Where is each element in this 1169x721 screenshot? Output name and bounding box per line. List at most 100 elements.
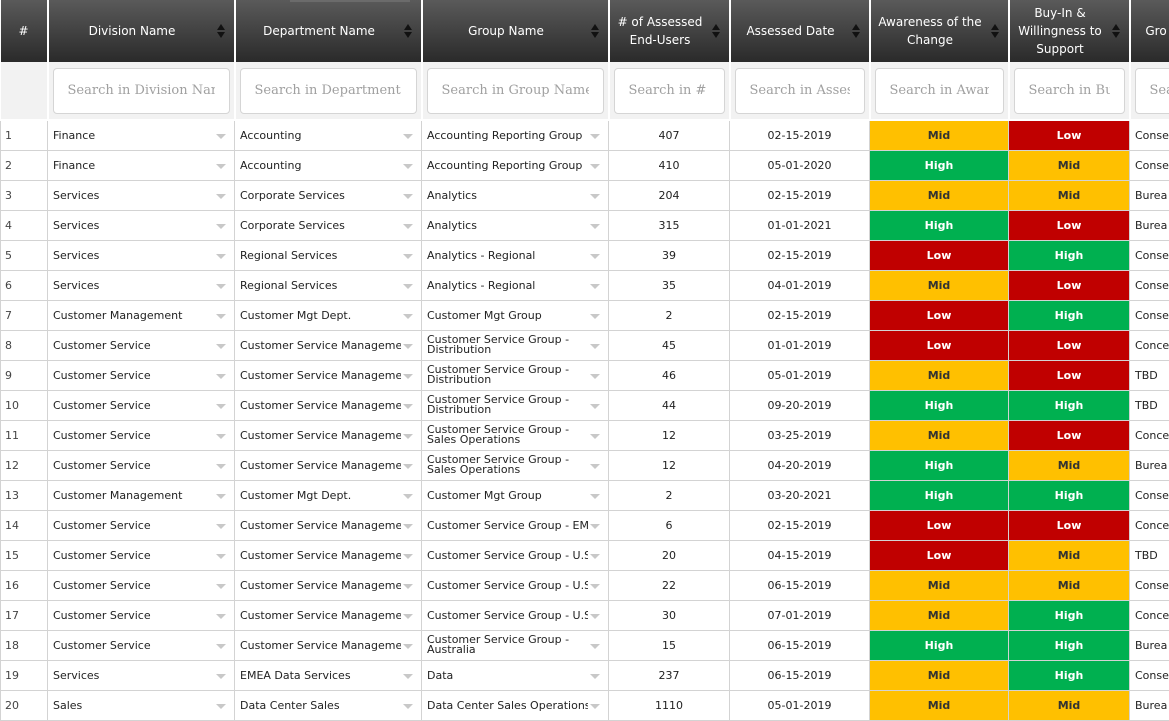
division-dropdown[interactable]: Customer Service	[47, 599, 235, 631]
buyin-level-badge[interactable]: High	[1008, 299, 1130, 331]
department-dropdown[interactable]: Customer Service Management	[234, 599, 422, 631]
group-dropdown[interactable]: Customer Service Group - U.S.	[421, 569, 609, 601]
chevron-down-icon[interactable]	[216, 613, 226, 619]
department-dropdown[interactable]: Customer Service Management	[234, 449, 422, 481]
chevron-down-icon[interactable]	[403, 134, 413, 139]
division-dropdown[interactable]: Services	[47, 209, 235, 241]
awareness-level-badge[interactable]: Mid	[869, 179, 1009, 211]
chevron-down-icon[interactable]	[403, 673, 413, 679]
buyin-level-badge[interactable]: Low	[1008, 329, 1130, 361]
chevron-down-icon[interactable]	[590, 643, 600, 649]
buyin-level-badge[interactable]: Low	[1008, 269, 1130, 301]
assessed-users-cell[interactable]: 22	[608, 569, 730, 601]
assessed-date-cell[interactable]: 06-15-2019	[729, 629, 870, 661]
header-group[interactable]: Group Name	[421, 0, 610, 62]
department-dropdown[interactable]: Customer Service Management	[234, 569, 422, 601]
buyin-level-badge[interactable]: Mid	[1008, 689, 1130, 721]
awareness-level-badge[interactable]: Mid	[869, 599, 1009, 631]
department-dropdown[interactable]: Regional Services	[234, 239, 422, 271]
assessed-users-cell[interactable]: 46	[608, 359, 730, 391]
department-dropdown[interactable]: Regional Services	[234, 269, 422, 301]
table-row[interactable]: 19 Services EMEA Data Services Data 237 06-15…	[0, 659, 1169, 691]
buyin-level-badge[interactable]: High	[1008, 389, 1130, 421]
buyin-level-badge[interactable]: Mid	[1008, 539, 1130, 571]
chevron-down-icon[interactable]	[216, 433, 226, 439]
assessed-date-cell[interactable]: 05-01-2020	[729, 149, 870, 181]
chevron-down-icon[interactable]	[590, 403, 600, 409]
table-row[interactable]: 17 Customer Service Customer Service Manag…	[0, 599, 1169, 631]
group-dropdown[interactable]: Customer Service Group - EMEAR	[421, 509, 609, 541]
buyin-level-badge[interactable]: High	[1008, 479, 1130, 511]
table-row[interactable]: 11 Customer Service Customer Service Manag…	[0, 419, 1169, 451]
buyin-level-badge[interactable]: Low	[1008, 419, 1130, 451]
chevron-down-icon[interactable]	[403, 163, 413, 169]
division-dropdown[interactable]: Customer Management	[47, 299, 235, 331]
header-buyin[interactable]: Buy-In & Willingness to Support	[1008, 0, 1131, 62]
chevron-down-icon[interactable]	[403, 253, 413, 259]
table-row[interactable]: 7 Customer Management Customer Mgt Dept. Cu…	[0, 299, 1169, 331]
chevron-down-icon[interactable]	[216, 703, 226, 709]
chevron-down-icon[interactable]	[403, 343, 413, 349]
assessed-date-cell[interactable]: 02-15-2019	[729, 119, 870, 151]
group-type-cell[interactable]: Burea	[1129, 209, 1169, 241]
department-dropdown[interactable]: Customer Mgt Dept.	[234, 299, 422, 331]
group-dropdown[interactable]: Customer Service Group - Distribution	[421, 359, 609, 391]
department-search-input[interactable]	[239, 67, 417, 114]
chevron-down-icon[interactable]	[216, 253, 226, 259]
chevron-down-icon[interactable]	[590, 373, 600, 379]
buyin-search-input[interactable]	[1013, 67, 1125, 114]
assessed-date-cell[interactable]: 04-15-2019	[729, 539, 870, 571]
buyin-level-badge[interactable]: Low	[1008, 359, 1130, 391]
assessed-users-cell[interactable]: 45	[608, 329, 730, 361]
group-dropdown[interactable]: Analytics - Regional	[421, 239, 609, 271]
chevron-down-icon[interactable]	[216, 193, 226, 199]
division-dropdown[interactable]: Services	[47, 269, 235, 301]
assessed-date-cell[interactable]: 01-01-2021	[729, 209, 870, 241]
awareness-level-badge[interactable]: High	[869, 479, 1009, 511]
awareness-level-badge[interactable]: High	[869, 149, 1009, 181]
assessed-date-cell[interactable]: 03-20-2021	[729, 479, 870, 511]
table-row[interactable]: 6 Services Regional Services Analytics - Re…	[0, 269, 1169, 301]
chevron-down-icon[interactable]	[590, 253, 600, 259]
header-division[interactable]: Division Name	[47, 0, 236, 62]
chevron-down-icon[interactable]	[403, 403, 413, 409]
chevron-down-icon[interactable]	[403, 523, 413, 529]
group-type-cell[interactable]: TBD	[1129, 359, 1169, 391]
chevron-down-icon[interactable]	[216, 223, 226, 229]
assessed-users-cell[interactable]: 410	[608, 149, 730, 181]
assessed-users-cell[interactable]: 44	[608, 389, 730, 421]
group-type-cell[interactable]: Conse	[1129, 119, 1169, 151]
assessed-users-cell[interactable]: 204	[608, 179, 730, 211]
assessed-date-cell[interactable]: 02-15-2019	[729, 509, 870, 541]
chevron-down-icon[interactable]	[590, 673, 600, 679]
assessed-users-cell[interactable]: 407	[608, 119, 730, 151]
chevron-down-icon[interactable]	[403, 193, 413, 199]
awareness-level-badge[interactable]: Low	[869, 539, 1009, 571]
chevron-down-icon[interactable]	[403, 433, 413, 439]
assessed-users-cell[interactable]: 2	[608, 479, 730, 511]
group-type-cell[interactable]: Conse	[1129, 299, 1169, 331]
chevron-down-icon[interactable]	[403, 373, 413, 379]
group-dropdown[interactable]: Customer Service Group - Sales Operation…	[421, 419, 609, 451]
department-dropdown[interactable]: EMEA Data Services	[234, 659, 422, 691]
chevron-down-icon[interactable]	[403, 313, 413, 319]
chevron-down-icon[interactable]	[216, 163, 226, 169]
department-dropdown[interactable]: Customer Service Management	[234, 359, 422, 391]
assessed-users-search-input[interactable]	[613, 67, 725, 114]
buyin-level-badge[interactable]: Low	[1008, 209, 1130, 241]
chevron-down-icon[interactable]	[216, 283, 226, 289]
division-dropdown[interactable]: Services	[47, 179, 235, 211]
sort-icon[interactable]	[216, 24, 225, 38]
chevron-down-icon[interactable]	[590, 613, 600, 619]
division-dropdown[interactable]: Finance	[47, 119, 235, 151]
department-dropdown[interactable]: Customer Mgt Dept.	[234, 479, 422, 511]
awareness-level-badge[interactable]: Mid	[869, 419, 1009, 451]
header-assessed-date[interactable]: Assessed Date	[729, 0, 871, 62]
chevron-down-icon[interactable]	[216, 313, 226, 319]
department-dropdown[interactable]: Customer Service Management	[234, 389, 422, 421]
department-dropdown[interactable]: Accounting	[234, 149, 422, 181]
group-dropdown[interactable]: Data Center Sales Operations	[421, 689, 609, 721]
awareness-level-badge[interactable]: Mid	[869, 359, 1009, 391]
awareness-level-badge[interactable]: High	[869, 449, 1009, 481]
division-dropdown[interactable]: Customer Management	[47, 479, 235, 511]
